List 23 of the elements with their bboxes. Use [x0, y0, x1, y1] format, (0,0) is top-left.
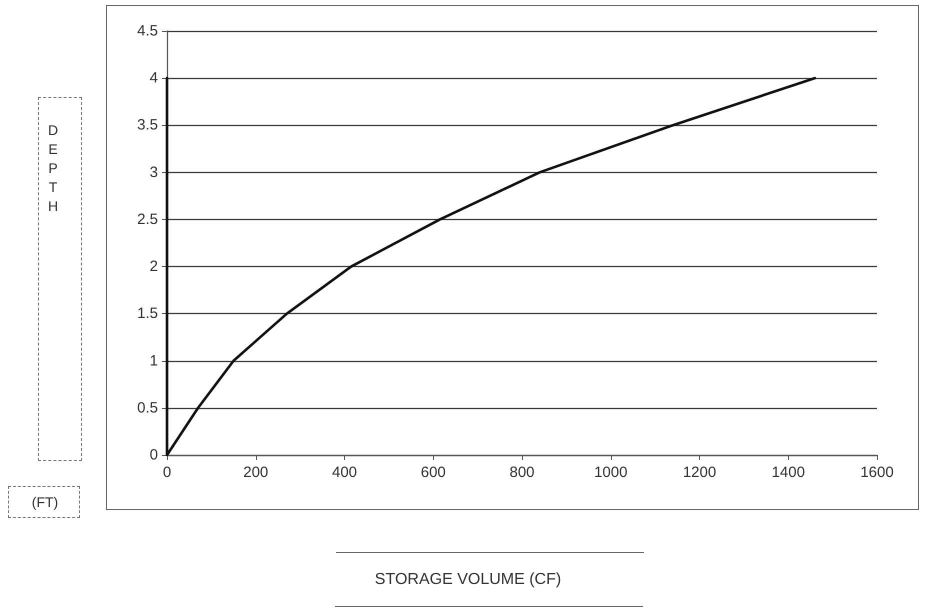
y-tick-label: 0 — [150, 446, 158, 464]
line-series — [166, 76, 816, 456]
x-tick-label: 1600 — [860, 464, 894, 481]
text: STORAGE VOLUME (CF) — [374, 571, 562, 589]
text: (FT) — [32, 494, 58, 510]
x-tick-label: 200 — [243, 464, 268, 481]
x-tick-label: 0 — [162, 464, 172, 481]
y-tick-label: 2.5 — [137, 210, 158, 228]
y-tick-label: 3 — [150, 164, 158, 181]
x-tick-label: 600 — [420, 464, 446, 481]
y-tick-label: 2 — [150, 258, 158, 276]
y-tick-label: 4.5 — [137, 22, 158, 40]
y-tick-label: 0.5 — [137, 399, 158, 416]
y-tick-label: 1.5 — [137, 305, 158, 322]
x-tick-label: 1200 — [682, 464, 716, 481]
x-tick-label: 1400 — [772, 464, 805, 481]
y-tick-label: 4 — [150, 70, 158, 87]
y-tick-label: 3.5 — [137, 116, 158, 134]
x-tick-label: 800 — [509, 464, 535, 481]
text: DEPTH — [45, 122, 61, 217]
x-tick-label: 1000 — [594, 464, 628, 481]
y-tick-label: 1 — [150, 352, 158, 370]
x-tick-label: 400 — [332, 464, 358, 481]
